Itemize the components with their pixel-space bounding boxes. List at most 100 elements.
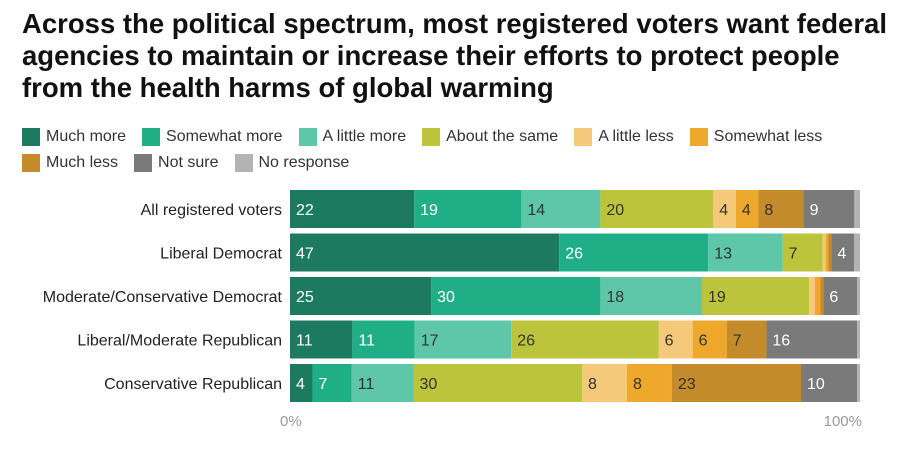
legend-swatch bbox=[574, 128, 593, 146]
bar-segment bbox=[290, 364, 313, 402]
bar-segment bbox=[413, 364, 583, 402]
data-label: 30 bbox=[437, 289, 455, 306]
category-label: Liberal Democrat bbox=[160, 246, 282, 263]
bar-segment bbox=[600, 190, 714, 228]
data-label: 8 bbox=[588, 376, 597, 393]
bar-segment bbox=[701, 277, 810, 315]
chart-title: Across the political spectrum, most regi… bbox=[22, 8, 887, 103]
data-label: 25 bbox=[296, 289, 314, 306]
data-label: 13 bbox=[714, 246, 732, 263]
bar-segment bbox=[626, 364, 672, 402]
bar-segment bbox=[671, 364, 802, 402]
bar-segment bbox=[825, 233, 829, 272]
x-tick-label: 100% bbox=[824, 413, 862, 430]
data-label: 6 bbox=[829, 289, 838, 306]
legend-swatch bbox=[298, 128, 317, 146]
bar-segment bbox=[857, 364, 860, 402]
legend-label: Somewhat more bbox=[166, 128, 283, 145]
bar-segment bbox=[290, 320, 353, 359]
data-label: 6 bbox=[699, 333, 708, 350]
legend-label: No response bbox=[258, 154, 350, 171]
legend-item: About the same bbox=[422, 127, 558, 147]
data-label: 47 bbox=[296, 246, 314, 263]
bar-segment bbox=[831, 233, 855, 272]
category-label: Liberal/Moderate Republican bbox=[77, 333, 282, 350]
bar-segment bbox=[600, 277, 702, 315]
bar-segment bbox=[854, 190, 860, 228]
legend-label: About the same bbox=[446, 128, 559, 145]
bar-segment bbox=[713, 190, 736, 228]
legend-item: A little more bbox=[298, 127, 407, 147]
bar-segment bbox=[828, 233, 832, 272]
data-label: 11 bbox=[296, 333, 313, 350]
bar-segment bbox=[854, 233, 860, 272]
bar-segment bbox=[809, 277, 815, 315]
data-label: 20 bbox=[606, 202, 624, 219]
legend: Much more Somewhat more A little more About… bbox=[22, 127, 902, 173]
data-label: 7 bbox=[733, 333, 742, 350]
bar-segment bbox=[857, 320, 860, 359]
category-label: All registered voters bbox=[141, 202, 282, 219]
data-label: 11 bbox=[358, 376, 375, 393]
bar-segment bbox=[290, 277, 432, 315]
bar-segment bbox=[823, 277, 858, 315]
legend-item: A little less bbox=[574, 127, 674, 147]
legend-swatch bbox=[134, 154, 153, 172]
bar-segment bbox=[803, 190, 855, 228]
data-label: 6 bbox=[665, 333, 674, 350]
bar-segment bbox=[658, 320, 693, 359]
data-label: 18 bbox=[606, 289, 624, 306]
bar-segment bbox=[820, 277, 824, 315]
legend-label: Somewhat less bbox=[713, 128, 823, 145]
bar-segment bbox=[782, 233, 823, 272]
category-label: Conservative Republican bbox=[104, 376, 282, 393]
data-label: 4 bbox=[742, 202, 751, 219]
data-label: 8 bbox=[633, 376, 642, 393]
legend-label: A little more bbox=[322, 128, 407, 145]
data-label: 14 bbox=[527, 202, 545, 219]
legend-swatch bbox=[422, 128, 441, 146]
category-label: Moderate/Conservative Democrat bbox=[43, 289, 283, 306]
data-label: 8 bbox=[764, 202, 773, 219]
data-label: 22 bbox=[296, 202, 314, 219]
legend-swatch bbox=[142, 128, 161, 146]
legend-item: No response bbox=[234, 153, 350, 173]
bar-segment bbox=[312, 364, 352, 402]
bar-segment bbox=[414, 190, 522, 228]
data-label: 10 bbox=[807, 376, 825, 393]
data-label: 26 bbox=[517, 333, 535, 350]
bar-segment bbox=[351, 364, 414, 402]
bar-segment bbox=[692, 320, 727, 359]
bar-segment bbox=[511, 320, 659, 359]
data-label: 23 bbox=[678, 376, 696, 393]
bar-segment bbox=[290, 233, 560, 272]
data-label: 16 bbox=[772, 333, 790, 350]
bar-segment bbox=[708, 233, 783, 272]
bar-segment bbox=[726, 320, 767, 359]
data-label: 11 bbox=[358, 333, 375, 350]
data-label: 7 bbox=[789, 246, 798, 263]
data-label: 4 bbox=[837, 246, 846, 263]
legend-item: Somewhat less bbox=[689, 127, 823, 147]
bar-segment bbox=[559, 233, 709, 272]
legend-item: Much more bbox=[22, 127, 126, 147]
data-label: 19 bbox=[420, 202, 438, 219]
data-label: 9 bbox=[810, 202, 819, 219]
data-label: 19 bbox=[708, 289, 726, 306]
data-label: 30 bbox=[420, 376, 438, 393]
bar-segment bbox=[352, 320, 415, 359]
bar-segment bbox=[431, 277, 601, 315]
legend-item: Somewhat more bbox=[142, 127, 283, 147]
legend-swatch bbox=[22, 128, 40, 146]
legend-item: Much less bbox=[22, 153, 118, 173]
bar-segment bbox=[814, 277, 821, 315]
bar-segment bbox=[735, 190, 759, 228]
legend-swatch bbox=[689, 128, 708, 146]
legend-item: Not sure bbox=[134, 153, 219, 173]
bar-segment bbox=[582, 364, 627, 402]
x-tick-label: 0% bbox=[280, 413, 302, 430]
bar-segment bbox=[521, 190, 601, 228]
legend-label: Not sure bbox=[158, 154, 219, 171]
data-label: 4 bbox=[719, 202, 728, 219]
